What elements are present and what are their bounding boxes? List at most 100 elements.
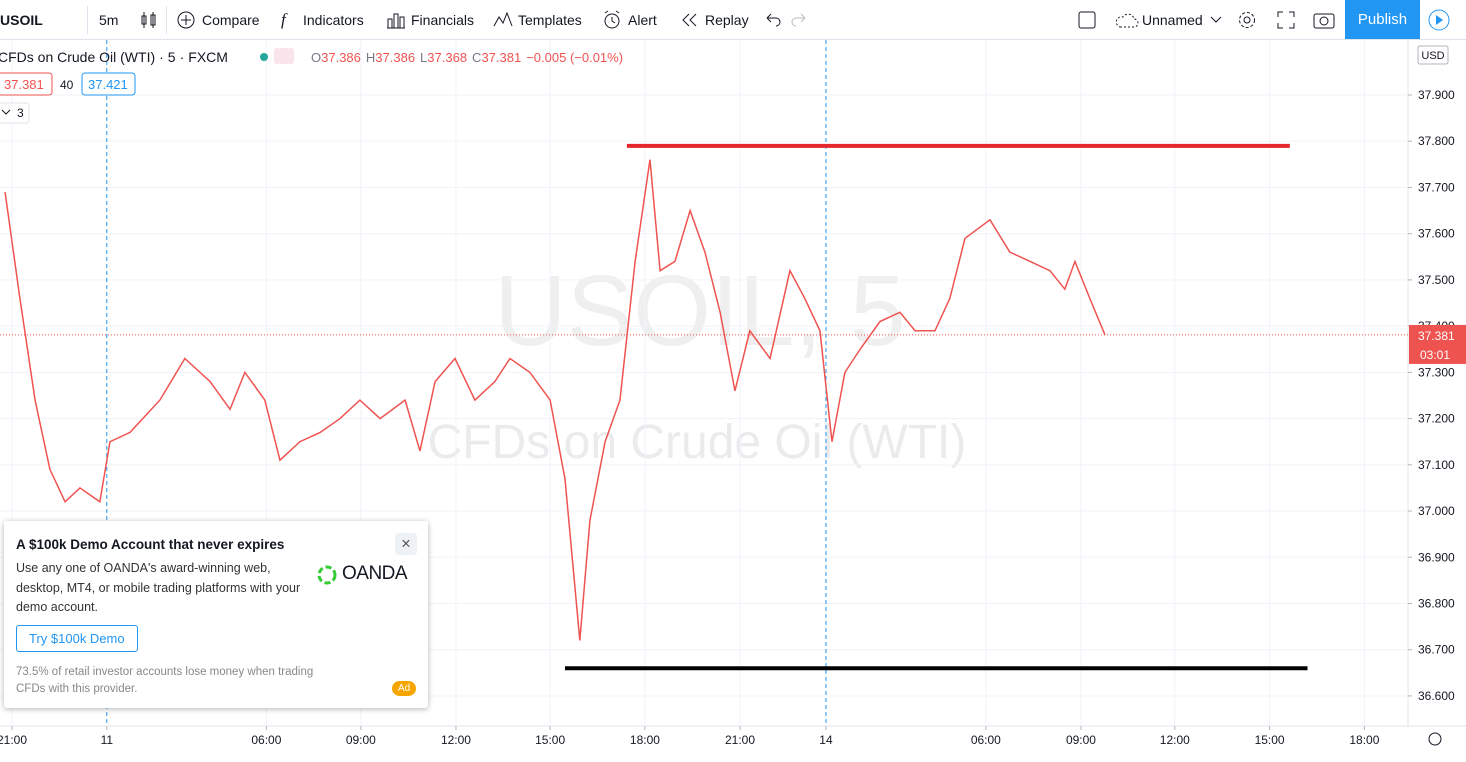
interval[interactable]: 5m xyxy=(99,12,119,28)
x-tick-label: 09:00 xyxy=(1066,733,1096,747)
bid-box xyxy=(0,72,53,96)
watermark-symbol: USOIL, 5 xyxy=(494,255,905,367)
separator xyxy=(166,6,167,34)
currency-label: USD xyxy=(1421,50,1444,62)
cloud-icon[interactable] xyxy=(1114,11,1140,51)
indicators-count: 3 xyxy=(17,106,24,120)
ohlc-value: 37.386 xyxy=(375,50,415,65)
chart-type-icon[interactable] xyxy=(140,10,158,50)
replay-icon[interactable] xyxy=(681,12,699,52)
ohlc-value: 37.381 xyxy=(481,50,521,65)
close-button[interactable]: ✕ xyxy=(395,533,417,555)
ohlc-label: H xyxy=(366,50,375,65)
y-tick-label: 37.900 xyxy=(1418,88,1455,102)
ad-panel: A $100k Demo Account that never expires … xyxy=(4,521,428,708)
dot: · xyxy=(180,49,185,65)
ohlc-value: 37.386 xyxy=(321,50,361,65)
publish-button[interactable]: Publish xyxy=(1345,0,1420,39)
x-tick-label: 06:00 xyxy=(971,733,1001,747)
status-badge xyxy=(274,48,294,64)
settings-icon[interactable] xyxy=(1237,10,1257,50)
ad-brand: OANDA xyxy=(342,563,408,584)
toolbar: USOIL 5m Compare f Indicators Financials… xyxy=(0,0,1466,40)
watermark-description: CFDs on Crude Oil (WTI) xyxy=(428,416,967,469)
spread-label: 40 xyxy=(60,78,74,92)
y-tick-label: 37.700 xyxy=(1418,180,1455,194)
undo-redo[interactable] xyxy=(764,12,808,52)
currency-box xyxy=(1417,45,1449,65)
y-tick-label: 37.100 xyxy=(1418,458,1455,472)
templates-button[interactable]: Templates xyxy=(518,12,582,28)
compare-button[interactable]: Compare xyxy=(202,12,260,28)
ad-disclaimer: 73.5% of retail investor accounts lose m… xyxy=(16,666,314,695)
screenshot-icon[interactable] xyxy=(1313,10,1335,50)
chevron xyxy=(1,109,11,115)
financials-button[interactable]: Financials xyxy=(411,12,475,28)
legend-title: CFDs on Crude Oil (WTI) xyxy=(0,49,155,65)
axis-settings-icon[interactable] xyxy=(1428,732,1442,746)
x-tick-label: 12:00 xyxy=(1160,733,1190,747)
alert-button[interactable]: Alert xyxy=(628,12,657,28)
play-icon[interactable] xyxy=(1428,9,1450,49)
bid-label: 37.381 xyxy=(4,77,44,92)
status-dot xyxy=(260,53,268,61)
alert-icon[interactable] xyxy=(602,10,622,50)
last-price-label: 37.381 xyxy=(1418,329,1455,343)
dropdown-icon[interactable] xyxy=(1210,16,1222,56)
x-tick-label: 06:00 xyxy=(251,733,281,747)
legend-interval: 5 xyxy=(168,49,176,65)
y-tick-label: 36.800 xyxy=(1418,597,1455,611)
y-tick-label: 37.000 xyxy=(1418,504,1455,518)
ad-button[interactable]: Try $100k Demo xyxy=(16,625,138,652)
x-tick-label: 18:00 xyxy=(1349,733,1379,747)
separator xyxy=(87,6,88,34)
x-tick-label: 14 xyxy=(819,733,833,747)
x-tick-label: 09:00 xyxy=(346,733,376,747)
compare-icon[interactable] xyxy=(176,10,196,50)
y-tick-label: 36.600 xyxy=(1418,689,1455,703)
symbol[interactable]: USOIL xyxy=(0,12,43,28)
ohlc-value: 37.368 xyxy=(427,50,467,65)
fullscreen-icon[interactable] xyxy=(1277,11,1295,51)
legend-line: CFDs on Crude Oil (WTI) · 5 · FXCM xyxy=(0,49,228,65)
ohlc-line: O37.386 H37.386 L37.368 C37.381 −0.005 (−0.0… xyxy=(311,50,623,65)
layout-name[interactable]: Unnamed xyxy=(1142,12,1203,28)
ad-title: A $100k Demo Account that never expires xyxy=(16,537,285,552)
legend-exchange: FXCM xyxy=(188,49,228,65)
y-tick-label: 36.900 xyxy=(1418,550,1455,564)
x-tick-label: 15:00 xyxy=(535,733,565,747)
ohlc-label: C xyxy=(472,50,481,65)
indicators-icon[interactable]: f xyxy=(281,10,286,29)
y-tick-label: 37.800 xyxy=(1418,134,1455,148)
y-tick-label: 37.300 xyxy=(1418,365,1455,379)
x-tick-label: 11 xyxy=(101,733,114,747)
x-tick-label: 12:00 xyxy=(441,733,471,747)
chart: USOIL, 5 CFDs on Crude Oil (WTI) 36.600 36.… xyxy=(0,40,1466,747)
ohlc-label: O xyxy=(311,50,321,65)
ad-body: Use any one of OANDA's award-winning web… xyxy=(16,561,301,614)
financials-icon[interactable] xyxy=(386,11,406,51)
ad-badge: Ad xyxy=(392,681,417,696)
countdown-label: 03:01 xyxy=(1420,348,1450,362)
x-tick-label: 21:00 xyxy=(725,733,755,747)
indicators-button[interactable]: Indicators xyxy=(303,12,364,28)
y-tick-label: 37.200 xyxy=(1418,412,1455,426)
y-tick-label: 36.700 xyxy=(1418,643,1455,657)
ask-label: 37.421 xyxy=(88,77,128,92)
y-tick-label: 37.500 xyxy=(1418,273,1455,287)
ohlc-label: L xyxy=(420,50,427,65)
price-line xyxy=(4,159,1106,641)
ask-box xyxy=(81,72,136,96)
brand-logo xyxy=(317,565,337,585)
x-tick-label: 15:00 xyxy=(1255,733,1285,747)
x-tick-label: 18:00 xyxy=(630,733,660,747)
last-price-box xyxy=(1409,324,1466,364)
templates-icon[interactable] xyxy=(493,11,513,51)
indicators-toggle[interactable] xyxy=(0,102,30,124)
replay-button[interactable]: Replay xyxy=(705,12,749,28)
ohlc-change: −0.005 (−0.01%) xyxy=(526,50,623,65)
select-icon[interactable] xyxy=(1078,11,1096,51)
x-tick-label: 21:00 xyxy=(0,733,27,747)
y-tick-label: 37.600 xyxy=(1418,227,1455,241)
